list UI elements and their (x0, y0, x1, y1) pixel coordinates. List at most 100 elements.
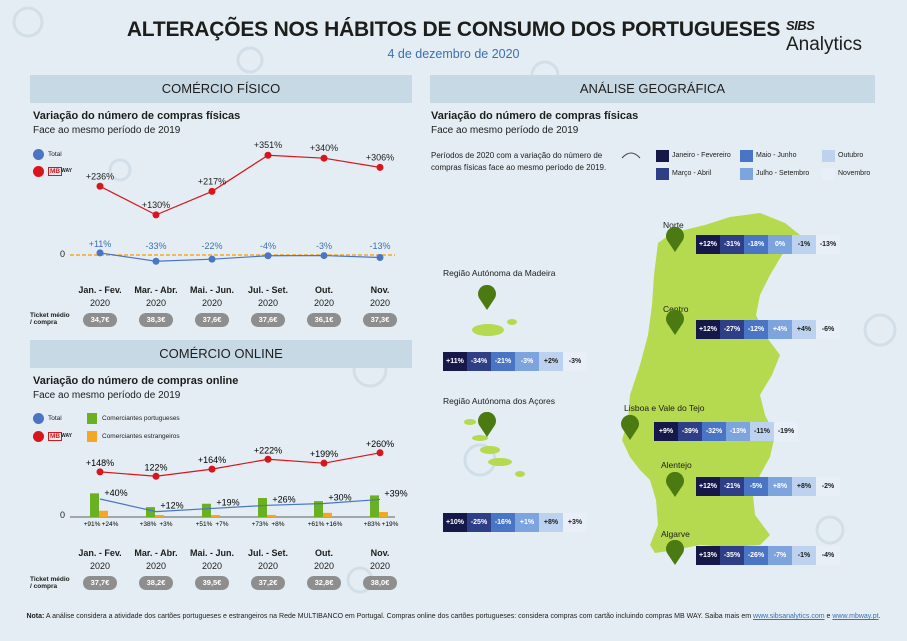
logo-top: SIBS (786, 18, 815, 33)
region-value-cell: -2% (816, 477, 840, 496)
fisico-chart: +236% +130% +217% +351% +340% +306% +11% -33% -2… (70, 140, 395, 265)
mbway-logo-icon: MB (48, 167, 63, 176)
pt-bar-label: +73% (252, 521, 269, 528)
online-year-label: 2020 (313, 561, 335, 571)
legend-mbway-marker (33, 166, 44, 177)
geo-legend-swatch (740, 168, 753, 180)
total-data-label: -13% (369, 241, 390, 251)
geo-legend-label: Maio - Junho (756, 152, 797, 159)
region-value-cell: -18% (744, 235, 768, 254)
fisico-category-label: Jul. - Set. (247, 285, 288, 295)
fisico-year-label: 2020 (201, 298, 223, 308)
map-pin-icon (666, 540, 684, 565)
total-point (208, 255, 216, 263)
online-year-label: 2020 (145, 561, 167, 571)
mbway-line (99, 154, 381, 216)
region-value-cell: -7% (768, 546, 792, 565)
region-value-cell: +9% (654, 422, 678, 441)
online-chart: +91% +38% +51% +73% +61% +83% +24% +3% +7% +8% +16… (70, 439, 408, 528)
pt-bar (370, 495, 379, 517)
section-band-online: COMÉRCIO ONLINE (30, 340, 412, 368)
geo-legend-swatch (656, 150, 669, 162)
fisico-category-label: Mai. - Jun. (189, 285, 234, 295)
pt-bar (314, 501, 323, 517)
region-value-cell: +10% (443, 513, 467, 532)
region-value-cell: -13% (816, 235, 840, 254)
region-value-cell: +4% (768, 320, 792, 339)
region-values-row: +12% -31% -18% 0% -1% -13% (696, 235, 840, 254)
region-value-cell: -35% (720, 546, 744, 565)
region-value-cell: +13% (696, 546, 720, 565)
online-subtitle: Variação do número de compras online (33, 375, 239, 387)
mbway-data-label: +236% (86, 171, 114, 181)
mbway-data-label: +351% (254, 140, 282, 150)
online-legend-mbway-marker (33, 431, 44, 442)
region-value-cell: -1% (792, 235, 816, 254)
foreign-bar-label: +7% (215, 521, 228, 528)
online-category-label: Jul. - Set. (247, 548, 288, 558)
region-value-cell: -25% (467, 513, 491, 532)
geo-legend-label: Março - Abril (672, 170, 712, 177)
total-point (320, 252, 328, 260)
region-value-cell: +8% (768, 477, 792, 496)
note-end: . (878, 613, 881, 620)
link-sibsanalytics[interactable]: www.sibsanalytics.com (753, 613, 825, 620)
foreign-bar-label: +8% (271, 521, 284, 528)
region-name: Alentejo (661, 460, 692, 470)
online-legend-total-marker (33, 413, 44, 424)
mbway-point (376, 163, 384, 171)
region-value-cell: 0% (768, 235, 792, 254)
online-ticket-pill: 37,7€ (83, 576, 117, 590)
legend-pt-marker (87, 413, 97, 424)
logo-bottom: Analytics (786, 34, 863, 55)
mbway-point (152, 211, 160, 219)
region-value-cell: +12% (696, 320, 720, 339)
region-value-cell: -16% (491, 513, 515, 532)
online-year-label: 2020 (369, 561, 391, 571)
mbway-point (208, 187, 216, 195)
total-point (96, 249, 104, 257)
fisico-category-label: Jan. - Fev. (78, 285, 122, 295)
region-value-cell: -21% (720, 477, 744, 496)
region-values-row: +10% -25% -16% +1% +8% +3% (443, 513, 587, 532)
foreign-bar-label: +19% (382, 521, 399, 528)
online-total-data-label: +30% (328, 493, 351, 503)
geo-legend-label: Outubro (838, 152, 864, 159)
pt-bar (146, 507, 155, 517)
map-pin-icon (666, 227, 684, 252)
fisico-category-label: Mar. - Abr. (134, 285, 178, 295)
geo-legend-swatch (822, 150, 835, 162)
geo-subtitle: Variação do número de compras físicas (431, 110, 639, 122)
link-mbway[interactable]: www.mbway.pt (832, 613, 879, 620)
total-point (152, 257, 160, 265)
foreign-bar-label: +16% (326, 521, 343, 528)
footnote: Nota: A análise considera a atividade do… (0, 613, 907, 620)
region-values-row: +9% -39% -32% -13% -11% -19% (654, 422, 798, 441)
region-value-cell: -11% (750, 422, 774, 441)
madeira-map (472, 319, 517, 336)
sibs-analytics-logo: SIBS Analytics (786, 18, 890, 64)
page-date: 4 de dezembro de 2020 (387, 47, 520, 61)
portugal-map (622, 213, 800, 553)
azores-map (464, 419, 525, 477)
fisico-ticket-pill: 38,3€ (139, 313, 173, 327)
online-mbway-data-label: +164% (198, 455, 226, 465)
online-mbway-point (96, 468, 104, 476)
online-mbway-data-label: +260% (366, 439, 394, 449)
pt-bar (202, 503, 211, 517)
online-mbway-point (376, 449, 384, 457)
map-pin-icon (621, 415, 639, 440)
mbway-data-label: +217% (198, 176, 226, 186)
total-data-label: -4% (260, 241, 276, 251)
mbway-point (96, 182, 104, 190)
region-name: Região Autónoma da Madeira (443, 268, 556, 278)
region-name: Algarve (661, 529, 690, 539)
region-value-cell: -13% (726, 422, 750, 441)
pt-bar (258, 498, 267, 517)
foreign-bar (379, 512, 388, 517)
map-pin-icon (478, 412, 496, 437)
online-mbway-data-label: +222% (254, 445, 282, 455)
region-value-cell: +12% (696, 235, 720, 254)
region-name: Região Autónoma dos Açores (443, 396, 555, 406)
online-mbway-line (99, 452, 381, 477)
